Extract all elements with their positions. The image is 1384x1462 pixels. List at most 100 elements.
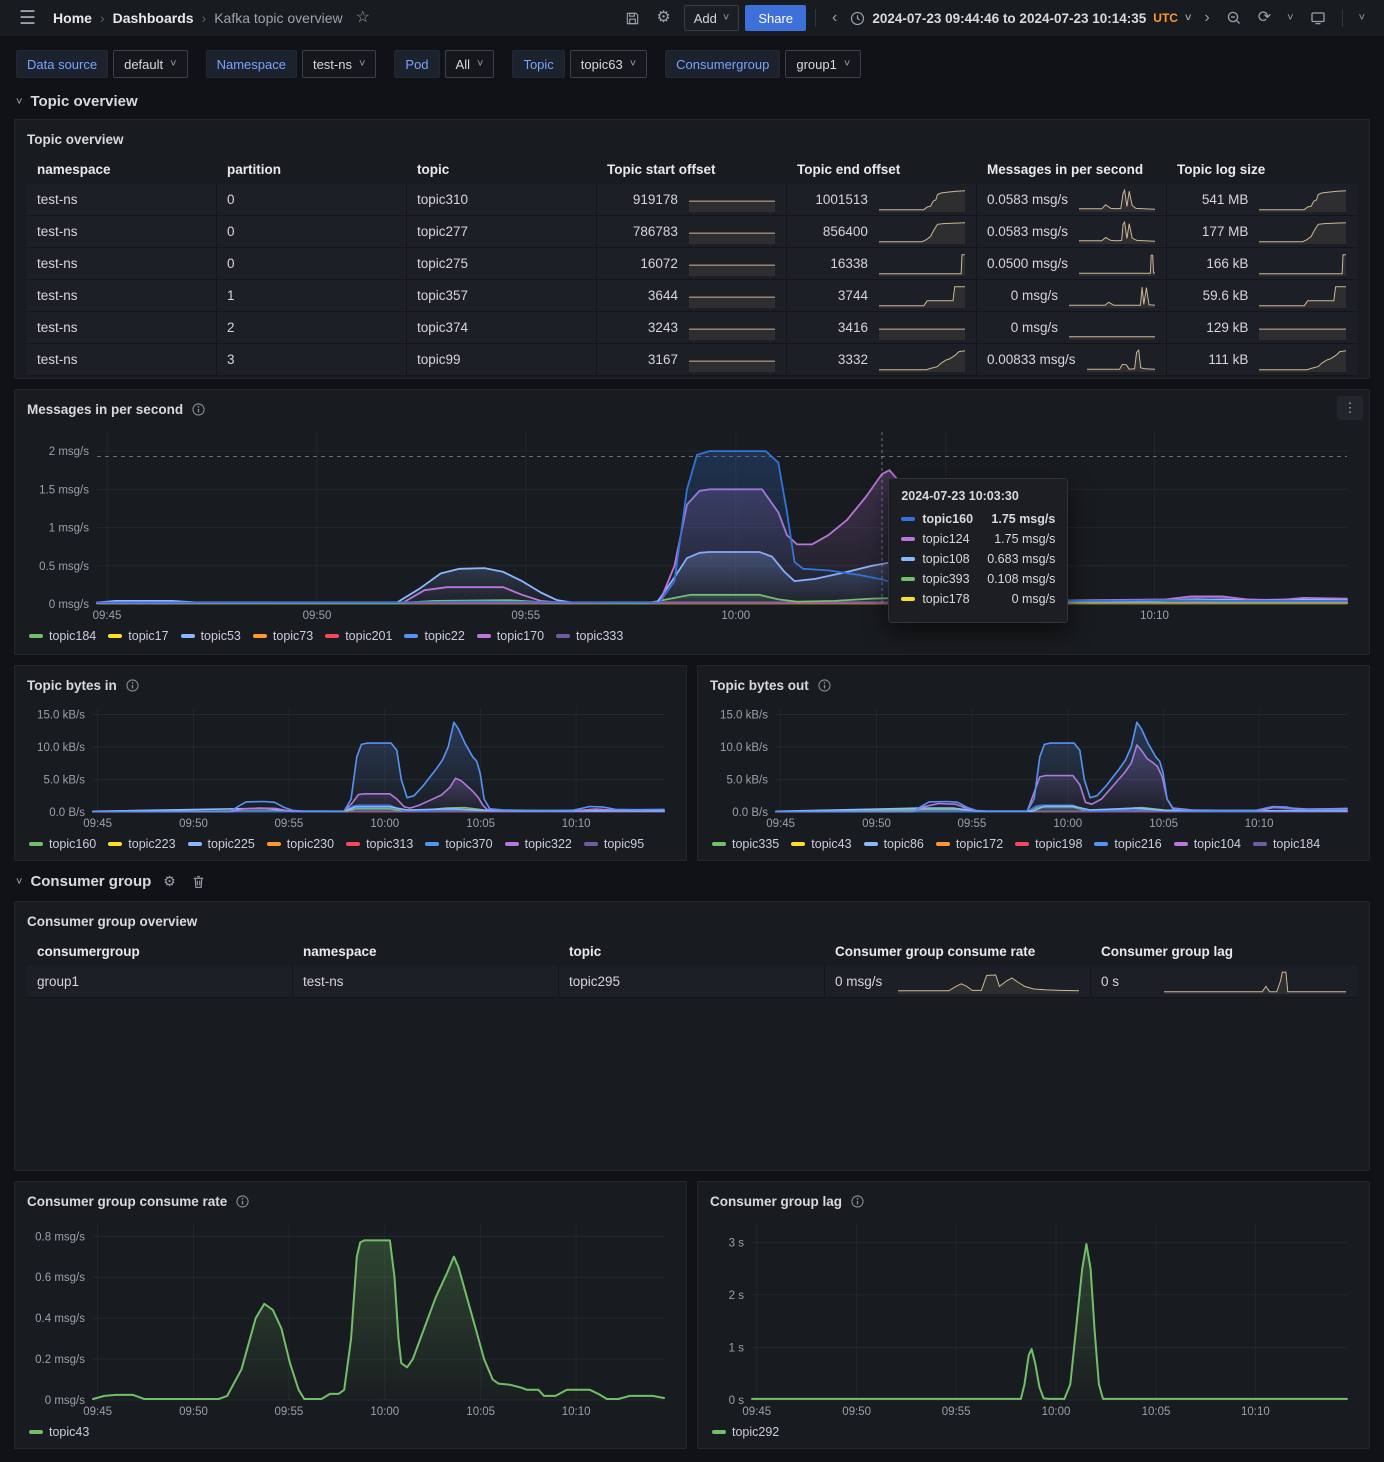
time-range-forward-button[interactable]: › xyxy=(1197,6,1216,30)
legend-item[interactable]: topic313 xyxy=(346,837,413,851)
legend-item[interactable]: topic160 xyxy=(29,837,96,851)
column-header[interactable]: Consumer group consume rate xyxy=(835,943,1036,959)
filter-label[interactable]: Pod xyxy=(394,50,440,78)
legend-item[interactable]: topic216 xyxy=(1094,837,1162,851)
collapse-controls-button[interactable]: ˅ xyxy=(1352,9,1372,28)
tv-mode-button[interactable] xyxy=(1303,6,1333,30)
legend-item[interactable]: topic335 xyxy=(712,837,779,851)
column-header[interactable]: Topic log size xyxy=(1177,161,1266,177)
info-icon[interactable] xyxy=(236,1194,249,1208)
time-range-picker[interactable]: 2024-07-23 09:44:46 to 2024-07-23 10:14:… xyxy=(846,11,1195,26)
legend-item[interactable]: topic73 xyxy=(252,629,313,643)
column-header[interactable]: namespace xyxy=(37,161,111,177)
legend-item[interactable]: topic53 xyxy=(180,629,241,643)
consume-rate-chart[interactable]: 09:45 09:50 09:55 10:00 10:05 10:10 0 msg/s 0.2… xyxy=(27,1216,674,1420)
section-settings-button[interactable]: ⚙ xyxy=(159,871,180,892)
legend-item[interactable]: topic292 xyxy=(712,1425,779,1439)
legend-item[interactable]: topic95 xyxy=(583,837,644,851)
menu-toggle-button[interactable]: ☰ xyxy=(12,5,43,32)
section-title: Topic overview xyxy=(30,93,138,110)
legend-item[interactable]: topic370 xyxy=(425,837,493,851)
legend-item[interactable]: topic333 xyxy=(556,629,623,643)
svg-text:10:10: 10:10 xyxy=(1245,818,1274,830)
legend-item[interactable]: topic184 xyxy=(29,629,96,643)
dashboard-settings-button[interactable]: ⚙ xyxy=(649,6,677,30)
column-header[interactable]: Messages in per second xyxy=(987,161,1144,177)
legend-item[interactable]: topic201 xyxy=(325,629,392,643)
info-icon[interactable] xyxy=(126,678,139,692)
filter-label[interactable]: Consumergroup xyxy=(665,50,781,78)
legend-item[interactable]: topic43 xyxy=(791,837,852,851)
legend-item[interactable]: topic104 xyxy=(1173,837,1241,851)
zoom-out-button[interactable] xyxy=(1219,6,1249,30)
svg-text:09:45: 09:45 xyxy=(93,610,122,622)
table-cell: 541 MB xyxy=(1167,184,1357,216)
breadcrumb-dashboards[interactable]: Dashboards xyxy=(112,10,194,26)
column-header[interactable]: Consumer group lag xyxy=(1101,943,1234,959)
favorite-star-button[interactable]: ☆ xyxy=(349,6,377,30)
info-icon[interactable] xyxy=(192,402,205,416)
monitor-icon xyxy=(1310,12,1325,25)
info-icon[interactable] xyxy=(818,678,831,692)
table-row: test-ns 1 topic357 3644 3744 0 msg/s 59.6 k… xyxy=(27,280,1357,312)
filter-value-dropdown[interactable]: topic63 ˅ xyxy=(569,50,648,78)
save-dashboard-button[interactable] xyxy=(618,7,647,30)
hamburger-icon: ☰ xyxy=(19,7,37,29)
section-chevron-icon: ˅ xyxy=(16,875,23,888)
legend-item[interactable]: topic322 xyxy=(504,837,572,851)
filter-value-dropdown[interactable]: group1 ˅ xyxy=(785,50,862,78)
info-icon[interactable] xyxy=(851,1194,864,1208)
legend-item[interactable]: topic86 xyxy=(863,837,924,851)
topic-bytes-in-chart[interactable]: 09:45 09:50 09:55 10:00 10:05 10:10 0.0 B/s 5.0… xyxy=(27,700,674,832)
table-cell: 856400 xyxy=(786,216,977,248)
timezone-label: UTC xyxy=(1153,11,1178,25)
panel-title: Topic bytes in xyxy=(27,677,117,693)
column-header[interactable]: consumergroup xyxy=(37,943,140,959)
topic-bytes-out-chart[interactable]: 09:45 09:50 09:55 10:00 10:05 10:10 0.0 B/s 5.0… xyxy=(710,700,1357,832)
filter-label[interactable]: Topic xyxy=(512,50,565,78)
column-header[interactable]: namespace xyxy=(303,943,377,959)
sparkline xyxy=(878,283,966,309)
share-button[interactable]: Share xyxy=(745,5,807,31)
legend-item[interactable]: topic17 xyxy=(108,629,169,643)
svg-text:5.0 kB/s: 5.0 kB/s xyxy=(726,775,768,787)
filter-label[interactable]: Namespace xyxy=(205,50,297,78)
section-consumer-group[interactable]: ˅ Consumer group ⚙ xyxy=(16,871,1368,892)
legend-item[interactable]: topic22 xyxy=(404,629,465,643)
section-topic-overview[interactable]: ˅ Topic overview xyxy=(16,93,1368,110)
svg-text:0.5 msg/s: 0.5 msg/s xyxy=(39,561,89,573)
filter-value-dropdown[interactable]: test-ns ˅ xyxy=(301,50,377,78)
zoom-out-icon xyxy=(1227,11,1240,25)
legend-item[interactable]: topic198 xyxy=(1015,837,1082,851)
filter-label[interactable]: Data source xyxy=(16,50,109,78)
column-header[interactable]: partition xyxy=(227,161,281,177)
section-delete-button[interactable] xyxy=(188,873,209,891)
refresh-interval-dropdown[interactable]: ˅ xyxy=(1280,9,1300,28)
filter-value-dropdown[interactable]: All ˅ xyxy=(444,50,495,78)
time-range-back-button[interactable]: ‹ xyxy=(825,6,844,30)
table-cell: test-ns xyxy=(27,184,217,216)
legend-item[interactable]: topic223 xyxy=(108,837,176,851)
column-header[interactable]: topic xyxy=(569,943,602,959)
svg-text:09:55: 09:55 xyxy=(942,1406,971,1418)
caret-down-icon: ˅ xyxy=(170,57,177,70)
filter-value-dropdown[interactable]: default ˅ xyxy=(113,50,188,78)
refresh-button[interactable]: ⟳ xyxy=(1251,6,1278,30)
legend-item[interactable]: topic184 xyxy=(1252,837,1320,851)
legend-item[interactable]: topic172 xyxy=(935,837,1003,851)
svg-text:10:05: 10:05 xyxy=(466,818,495,830)
breadcrumb-home[interactable]: Home xyxy=(53,10,92,26)
consumer-lag-chart[interactable]: 09:45 09:50 09:55 10:00 10:05 10:10 0 s 1 s 2 s 3… xyxy=(710,1216,1357,1420)
legend-item[interactable]: topic43 xyxy=(29,1425,89,1439)
sparkline xyxy=(878,315,966,341)
legend-item[interactable]: topic170 xyxy=(476,629,544,643)
add-button[interactable]: Add ˅ xyxy=(683,5,740,31)
legend-item[interactable]: topic225 xyxy=(187,837,255,851)
legend-item[interactable]: topic230 xyxy=(266,837,334,851)
column-header[interactable]: topic xyxy=(417,161,450,177)
table-row: test-ns 3 topic99 3167 3332 0.00833 msg/s 1… xyxy=(27,344,1357,376)
column-header[interactable]: Topic end offset xyxy=(797,161,901,177)
column-header[interactable]: Topic start offset xyxy=(607,161,716,177)
panel-menu-button[interactable]: ⋮ xyxy=(1337,396,1363,420)
